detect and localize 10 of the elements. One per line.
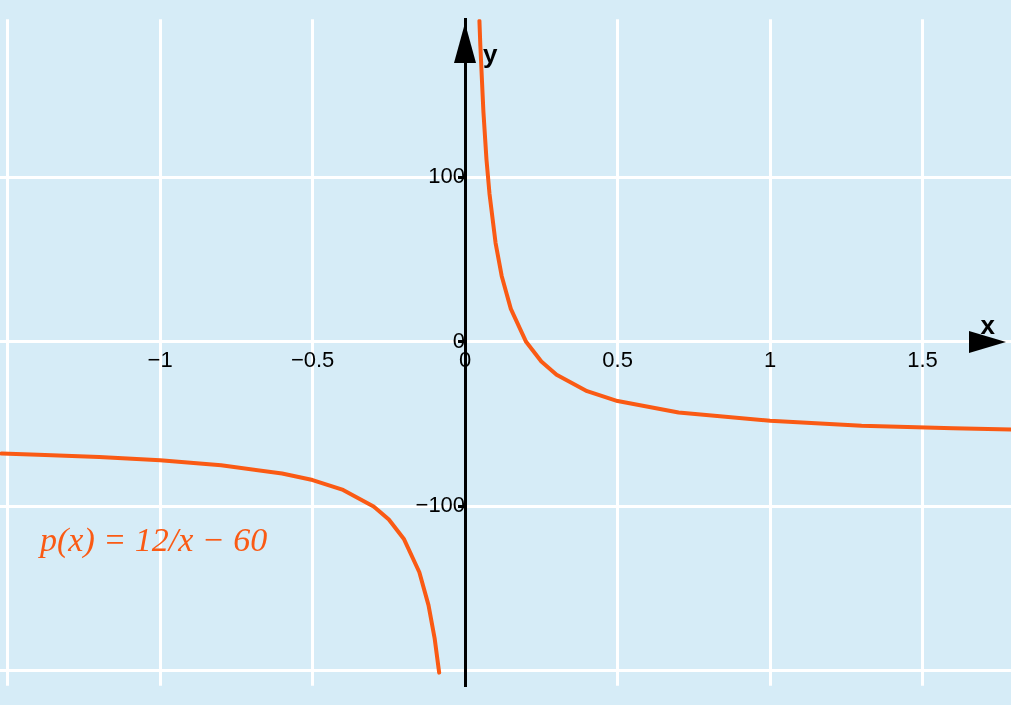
annotation: p(x) = 12/x − 60 xyxy=(38,521,268,560)
x-tick-label: 1.5 xyxy=(907,347,938,373)
y-tick-label: −100 xyxy=(415,492,466,518)
x-tick-label: −0.5 xyxy=(290,347,335,373)
x-axis-title: x xyxy=(980,309,996,340)
y-tick-label: 100 xyxy=(428,163,466,189)
y-axis-title: y xyxy=(483,39,499,70)
x-tick-label: 0.5 xyxy=(602,347,633,373)
x-tick-label: 1 xyxy=(763,347,777,373)
x-tick-label: −1 xyxy=(147,347,173,373)
